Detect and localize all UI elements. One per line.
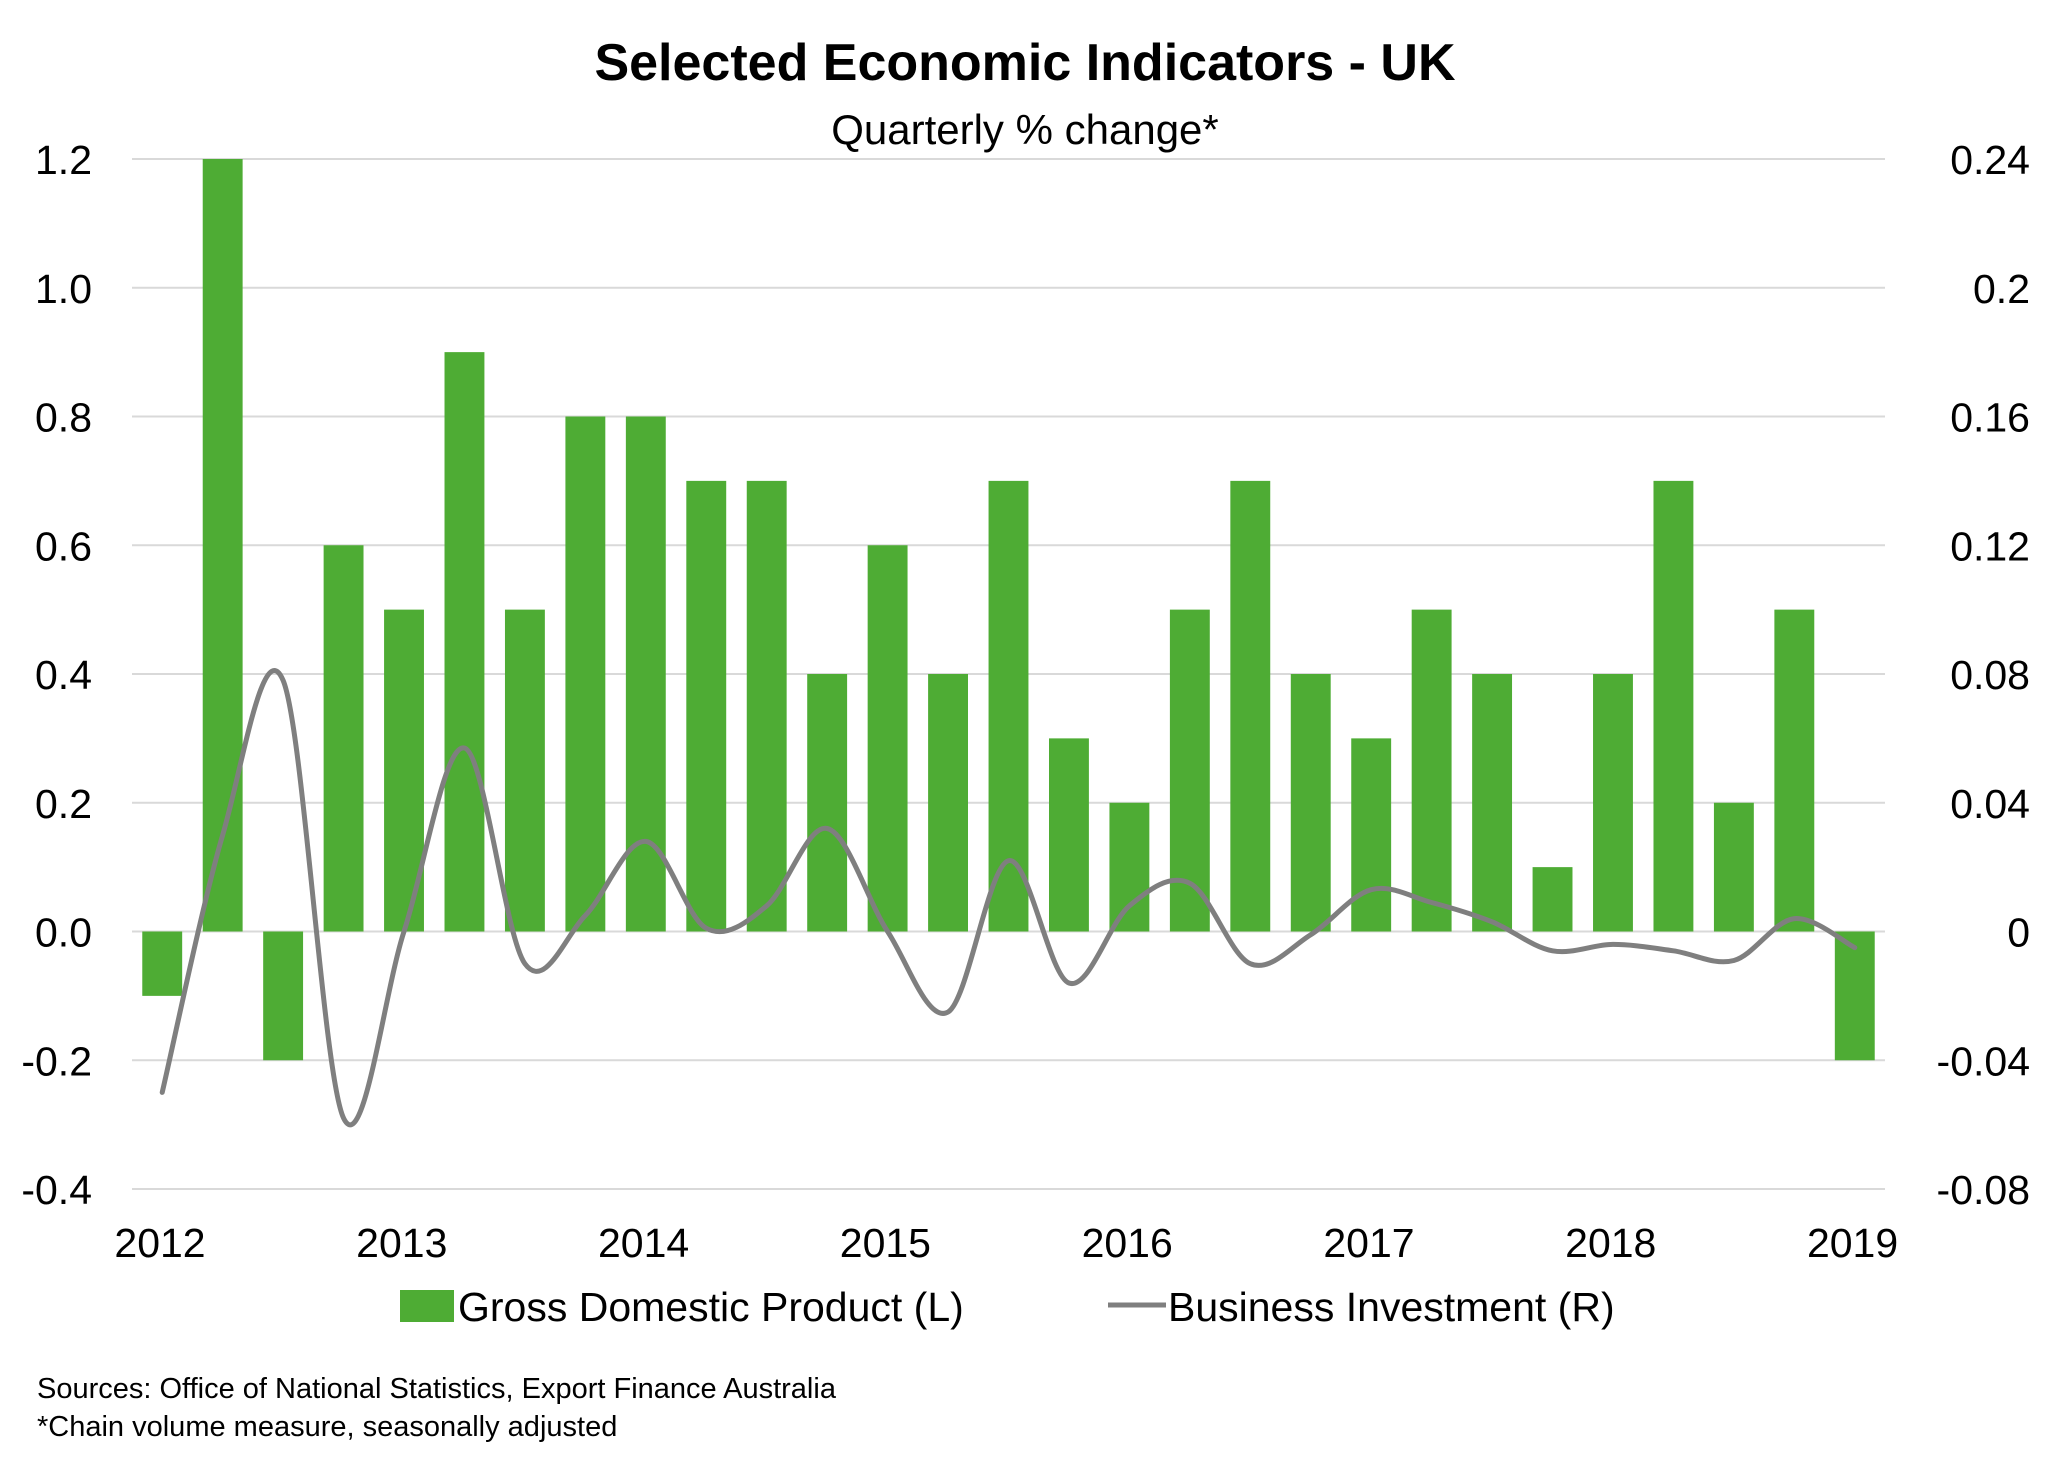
left-axis-tick-label: 1.2 <box>35 137 92 183</box>
left-axis-tick-label: -0.4 <box>21 1167 92 1213</box>
gdp-bar <box>928 674 968 932</box>
gdp-bar <box>1593 674 1633 932</box>
right-axis-tick-label: 0.16 <box>1950 395 2030 441</box>
x-axis-tick-label: 2013 <box>356 1220 447 1266</box>
gdp-bar <box>988 480 1029 932</box>
gdp-bar <box>1351 738 1392 932</box>
x-axis-tick-label: 2012 <box>114 1220 205 1266</box>
gdp-bars <box>142 159 1875 1061</box>
x-axis-tick-label: 2018 <box>1565 1220 1656 1266</box>
gdp-bar <box>1049 738 1089 932</box>
gdp-bar <box>1713 802 1754 932</box>
gdp-bar <box>746 480 787 932</box>
business-investment-line <box>159 668 1858 1128</box>
chart-title: Selected Economic Indicators - UK <box>594 34 1456 92</box>
right-axis-tick-label: 0.12 <box>1950 523 2030 569</box>
left-axis-tick-label: 0.0 <box>35 910 92 956</box>
gdp-bar <box>1834 931 1875 1061</box>
left-axis-tick-label: -0.2 <box>21 1038 92 1084</box>
business-investment-line-group <box>159 668 1858 1128</box>
gdp-bar <box>142 931 183 996</box>
gdp-bar <box>1411 609 1452 932</box>
gdp-bar <box>867 545 908 932</box>
chart-subtitle: Quarterly % change* <box>831 106 1219 153</box>
gdp-bar <box>686 480 727 932</box>
right-axis-tick-label: 0.24 <box>1950 137 2030 183</box>
gdp-bar <box>1653 480 1694 932</box>
gdp-bar <box>263 931 304 1061</box>
gdp-bar <box>1532 867 1573 932</box>
left-axis-tick-label: 1.0 <box>35 266 92 312</box>
legend-label-gdp: Gross Domestic Product (L) <box>458 1284 964 1330</box>
legend-swatch-gdp <box>400 1290 454 1322</box>
gdp-bar <box>444 352 485 932</box>
gdp-bar <box>504 609 545 932</box>
right-axis-tick-label: -0.04 <box>1937 1038 2030 1084</box>
x-axis-tick-label: 2019 <box>1807 1220 1898 1266</box>
right-axis-tick-label: 0.08 <box>1950 652 2030 698</box>
footnote: *Chain volume measure, seasonally adjust… <box>37 1411 617 1443</box>
x-axis-tick-label: 2017 <box>1323 1220 1414 1266</box>
left-axis-tick-label: 0.6 <box>35 523 92 569</box>
x-axis-tick-label: 2014 <box>598 1220 689 1266</box>
gdp-bar <box>1109 802 1150 932</box>
left-axis-tick-label: 0.2 <box>35 781 92 827</box>
gdp-bar <box>1230 480 1271 932</box>
axes: -0.4 -0.2 0.0 0.2 0.4 0.6 0.8 1.0 1.2 -0.08 -0.04 0… <box>21 137 2030 1266</box>
x-axis-tick-label: 2016 <box>1082 1220 1173 1266</box>
right-axis-tick-label: 0 <box>2007 910 2030 956</box>
gdp-bar <box>565 416 606 932</box>
left-axis-tick-label: 0.4 <box>35 652 92 698</box>
left-axis-tick-label: 0.8 <box>35 395 92 441</box>
legend-label-business-investment: Business Investment (R) <box>1168 1284 1615 1330</box>
gdp-bar <box>807 674 848 932</box>
gdp-bar <box>1290 674 1331 932</box>
gdp-bar <box>1472 674 1513 932</box>
sources-note: Sources: Office of National Statistics, … <box>37 1373 837 1405</box>
legend: Gross Domestic Product (L) Business Inve… <box>400 1284 1615 1330</box>
right-axis-tick-label: -0.08 <box>1937 1167 2030 1213</box>
gdp-bar <box>202 159 243 932</box>
right-axis-tick-label: 0.04 <box>1950 781 2030 827</box>
gdp-bar <box>1774 609 1815 932</box>
right-axis-tick-label: 0.2 <box>1973 266 2030 312</box>
gdp-bar <box>323 545 364 932</box>
x-axis-tick-label: 2015 <box>840 1220 931 1266</box>
